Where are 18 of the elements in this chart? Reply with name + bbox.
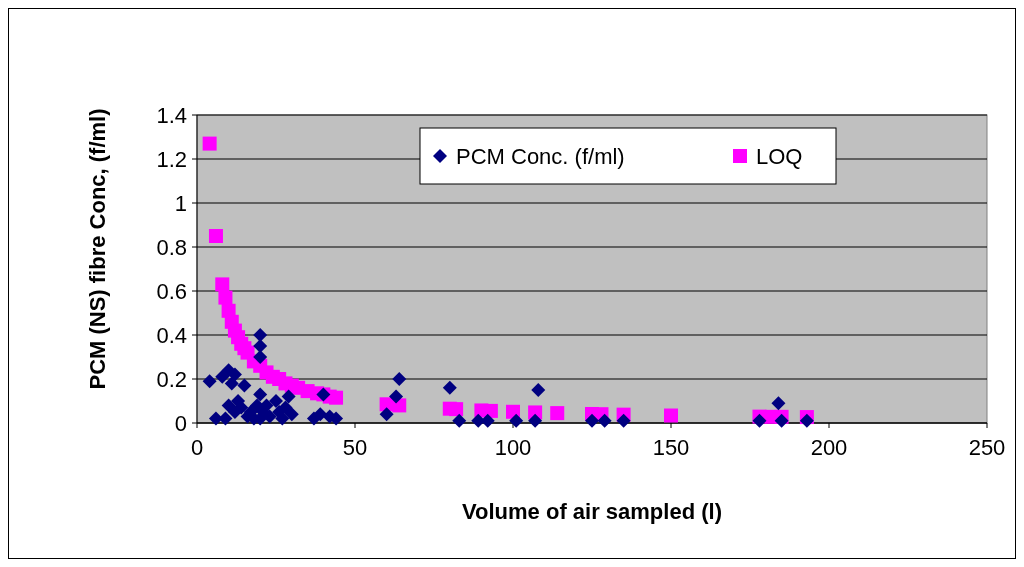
y-tick-label: 0.4 bbox=[156, 322, 187, 348]
x-tick-label: 50 bbox=[342, 435, 368, 460]
y-tick-label: 1.2 bbox=[156, 146, 187, 172]
y-tick-label: 1.4 bbox=[156, 102, 187, 128]
x-tick-label: 150 bbox=[652, 435, 690, 460]
y-tick-label: 0 bbox=[174, 410, 187, 436]
y-axis-title: PCM (NS) fibre Conc, (f/ml) bbox=[85, 108, 110, 390]
y-tick-label: 0.6 bbox=[156, 278, 187, 304]
y-tick-label: 0.2 bbox=[156, 366, 187, 392]
x-tick-label: 250 bbox=[968, 435, 1006, 460]
x-tick-label: 100 bbox=[494, 435, 532, 460]
legend-label: PCM Conc. (f/ml) bbox=[456, 143, 625, 169]
y-tick-label: 0.8 bbox=[156, 234, 187, 260]
legend-label: LOQ bbox=[756, 143, 803, 169]
y-tick-label: 1 bbox=[174, 190, 187, 216]
x-tick-label: 200 bbox=[810, 435, 848, 460]
x-tick-label: 0 bbox=[190, 435, 204, 460]
x-axis-title: Volume of air sampled (l) bbox=[462, 499, 722, 524]
